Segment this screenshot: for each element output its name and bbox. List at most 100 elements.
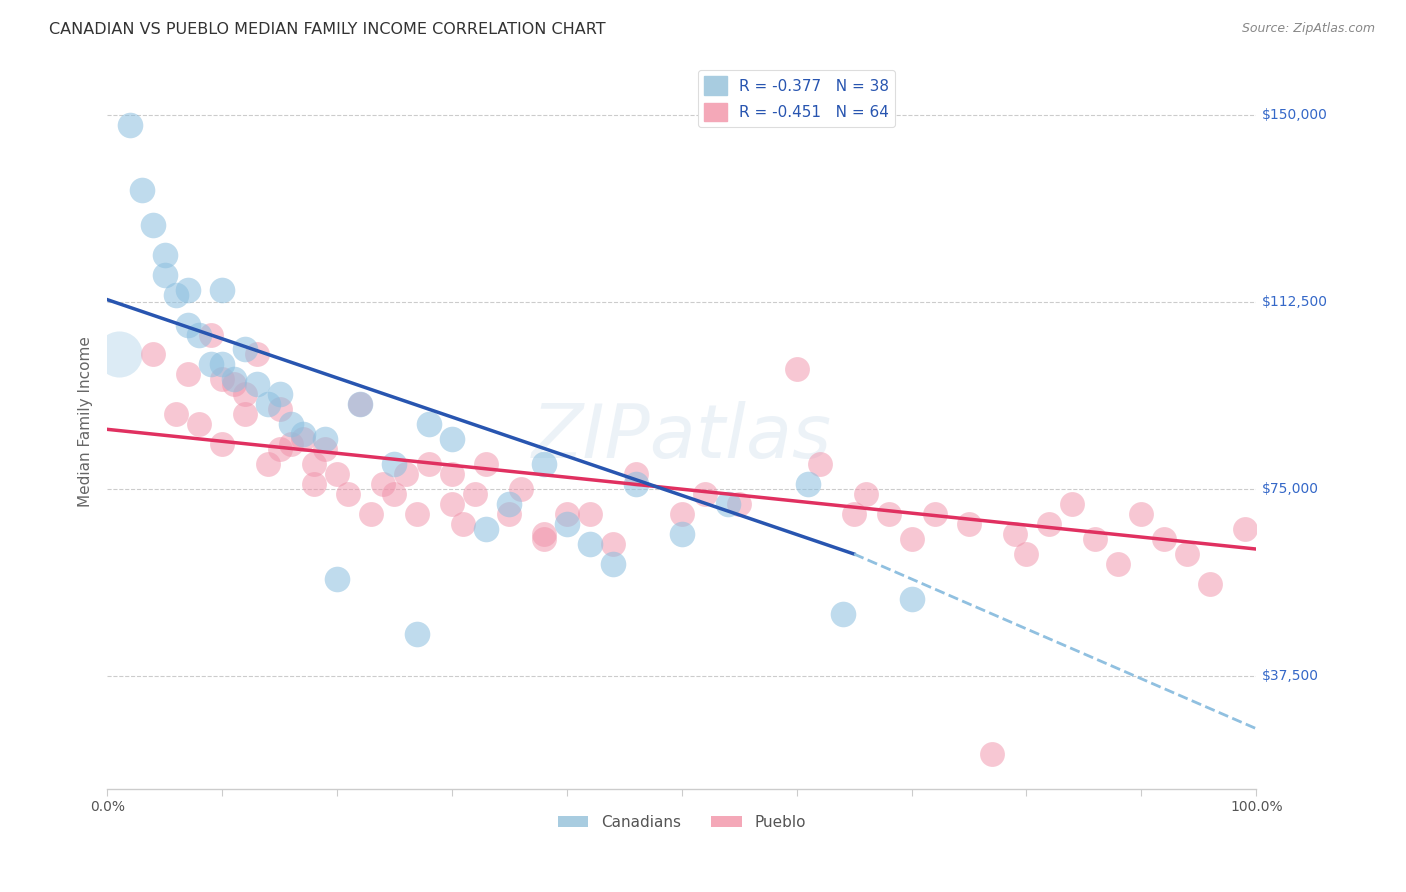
Point <box>222 372 245 386</box>
Point <box>671 507 693 521</box>
Point <box>142 218 165 232</box>
Point <box>211 358 233 372</box>
Point <box>211 283 233 297</box>
Point <box>855 487 877 501</box>
Point <box>1233 522 1256 536</box>
Point <box>418 457 440 471</box>
Point <box>371 477 394 491</box>
Point <box>1130 507 1153 521</box>
Point <box>269 387 291 401</box>
Point <box>693 487 716 501</box>
Point <box>349 397 371 411</box>
Point <box>107 347 129 361</box>
Point <box>957 517 980 532</box>
Point <box>384 487 406 501</box>
Text: $75,000: $75,000 <box>1263 483 1319 496</box>
Point <box>176 283 198 297</box>
Point <box>498 497 520 511</box>
Point <box>200 358 222 372</box>
Text: $37,500: $37,500 <box>1263 669 1319 683</box>
Text: ZIPatlas: ZIPatlas <box>531 401 832 473</box>
Point <box>671 527 693 541</box>
Point <box>440 432 463 446</box>
Point <box>1004 527 1026 541</box>
Text: Source: ZipAtlas.com: Source: ZipAtlas.com <box>1241 22 1375 36</box>
Point <box>797 477 820 491</box>
Point <box>211 437 233 451</box>
Point <box>1062 497 1084 511</box>
Point <box>315 432 337 446</box>
Point <box>555 507 578 521</box>
Point <box>188 417 211 432</box>
Point <box>245 377 267 392</box>
Point <box>211 372 233 386</box>
Point <box>842 507 865 521</box>
Point <box>1153 532 1175 546</box>
Point <box>498 507 520 521</box>
Point <box>291 432 314 446</box>
Point <box>257 397 280 411</box>
Point <box>509 482 531 496</box>
Point <box>269 402 291 417</box>
Legend: Canadians, Pueblo: Canadians, Pueblo <box>551 809 811 836</box>
Point <box>131 183 153 197</box>
Point <box>349 397 371 411</box>
Point <box>406 627 429 641</box>
Point <box>188 327 211 342</box>
Point <box>924 507 946 521</box>
Point <box>900 532 922 546</box>
Point <box>533 527 555 541</box>
Point <box>602 557 624 571</box>
Point <box>475 457 498 471</box>
Point <box>453 517 475 532</box>
Point <box>315 442 337 457</box>
Y-axis label: Median Family Income: Median Family Income <box>79 336 93 508</box>
Point <box>257 457 280 471</box>
Point <box>245 347 267 361</box>
Point <box>176 368 198 382</box>
Point <box>142 347 165 361</box>
Point <box>406 507 429 521</box>
Point <box>302 477 325 491</box>
Point <box>440 497 463 511</box>
Point <box>326 572 349 586</box>
Point <box>222 377 245 392</box>
Point <box>1015 547 1038 561</box>
Point <box>475 522 498 536</box>
Text: CANADIAN VS PUEBLO MEDIAN FAMILY INCOME CORRELATION CHART: CANADIAN VS PUEBLO MEDIAN FAMILY INCOME … <box>49 22 606 37</box>
Point <box>555 517 578 532</box>
Point <box>602 537 624 551</box>
Point <box>165 408 187 422</box>
Point <box>200 327 222 342</box>
Point <box>1199 577 1222 591</box>
Point <box>578 537 600 551</box>
Point <box>440 467 463 482</box>
Point <box>153 248 176 262</box>
Point <box>360 507 382 521</box>
Point <box>717 497 740 511</box>
Text: $150,000: $150,000 <box>1263 108 1327 122</box>
Point <box>831 607 853 621</box>
Point <box>153 268 176 282</box>
Point <box>624 467 647 482</box>
Point <box>233 387 256 401</box>
Point <box>533 532 555 546</box>
Point <box>786 362 808 376</box>
Point <box>291 427 314 442</box>
Point <box>384 457 406 471</box>
Point <box>1084 532 1107 546</box>
Point <box>302 457 325 471</box>
Point <box>1107 557 1129 571</box>
Point <box>176 318 198 332</box>
Point <box>533 457 555 471</box>
Point <box>337 487 360 501</box>
Point <box>624 477 647 491</box>
Point <box>981 747 1004 761</box>
Point <box>808 457 831 471</box>
Point <box>395 467 418 482</box>
Point <box>280 437 302 451</box>
Point <box>326 467 349 482</box>
Point <box>464 487 486 501</box>
Point <box>165 287 187 301</box>
Point <box>728 497 751 511</box>
